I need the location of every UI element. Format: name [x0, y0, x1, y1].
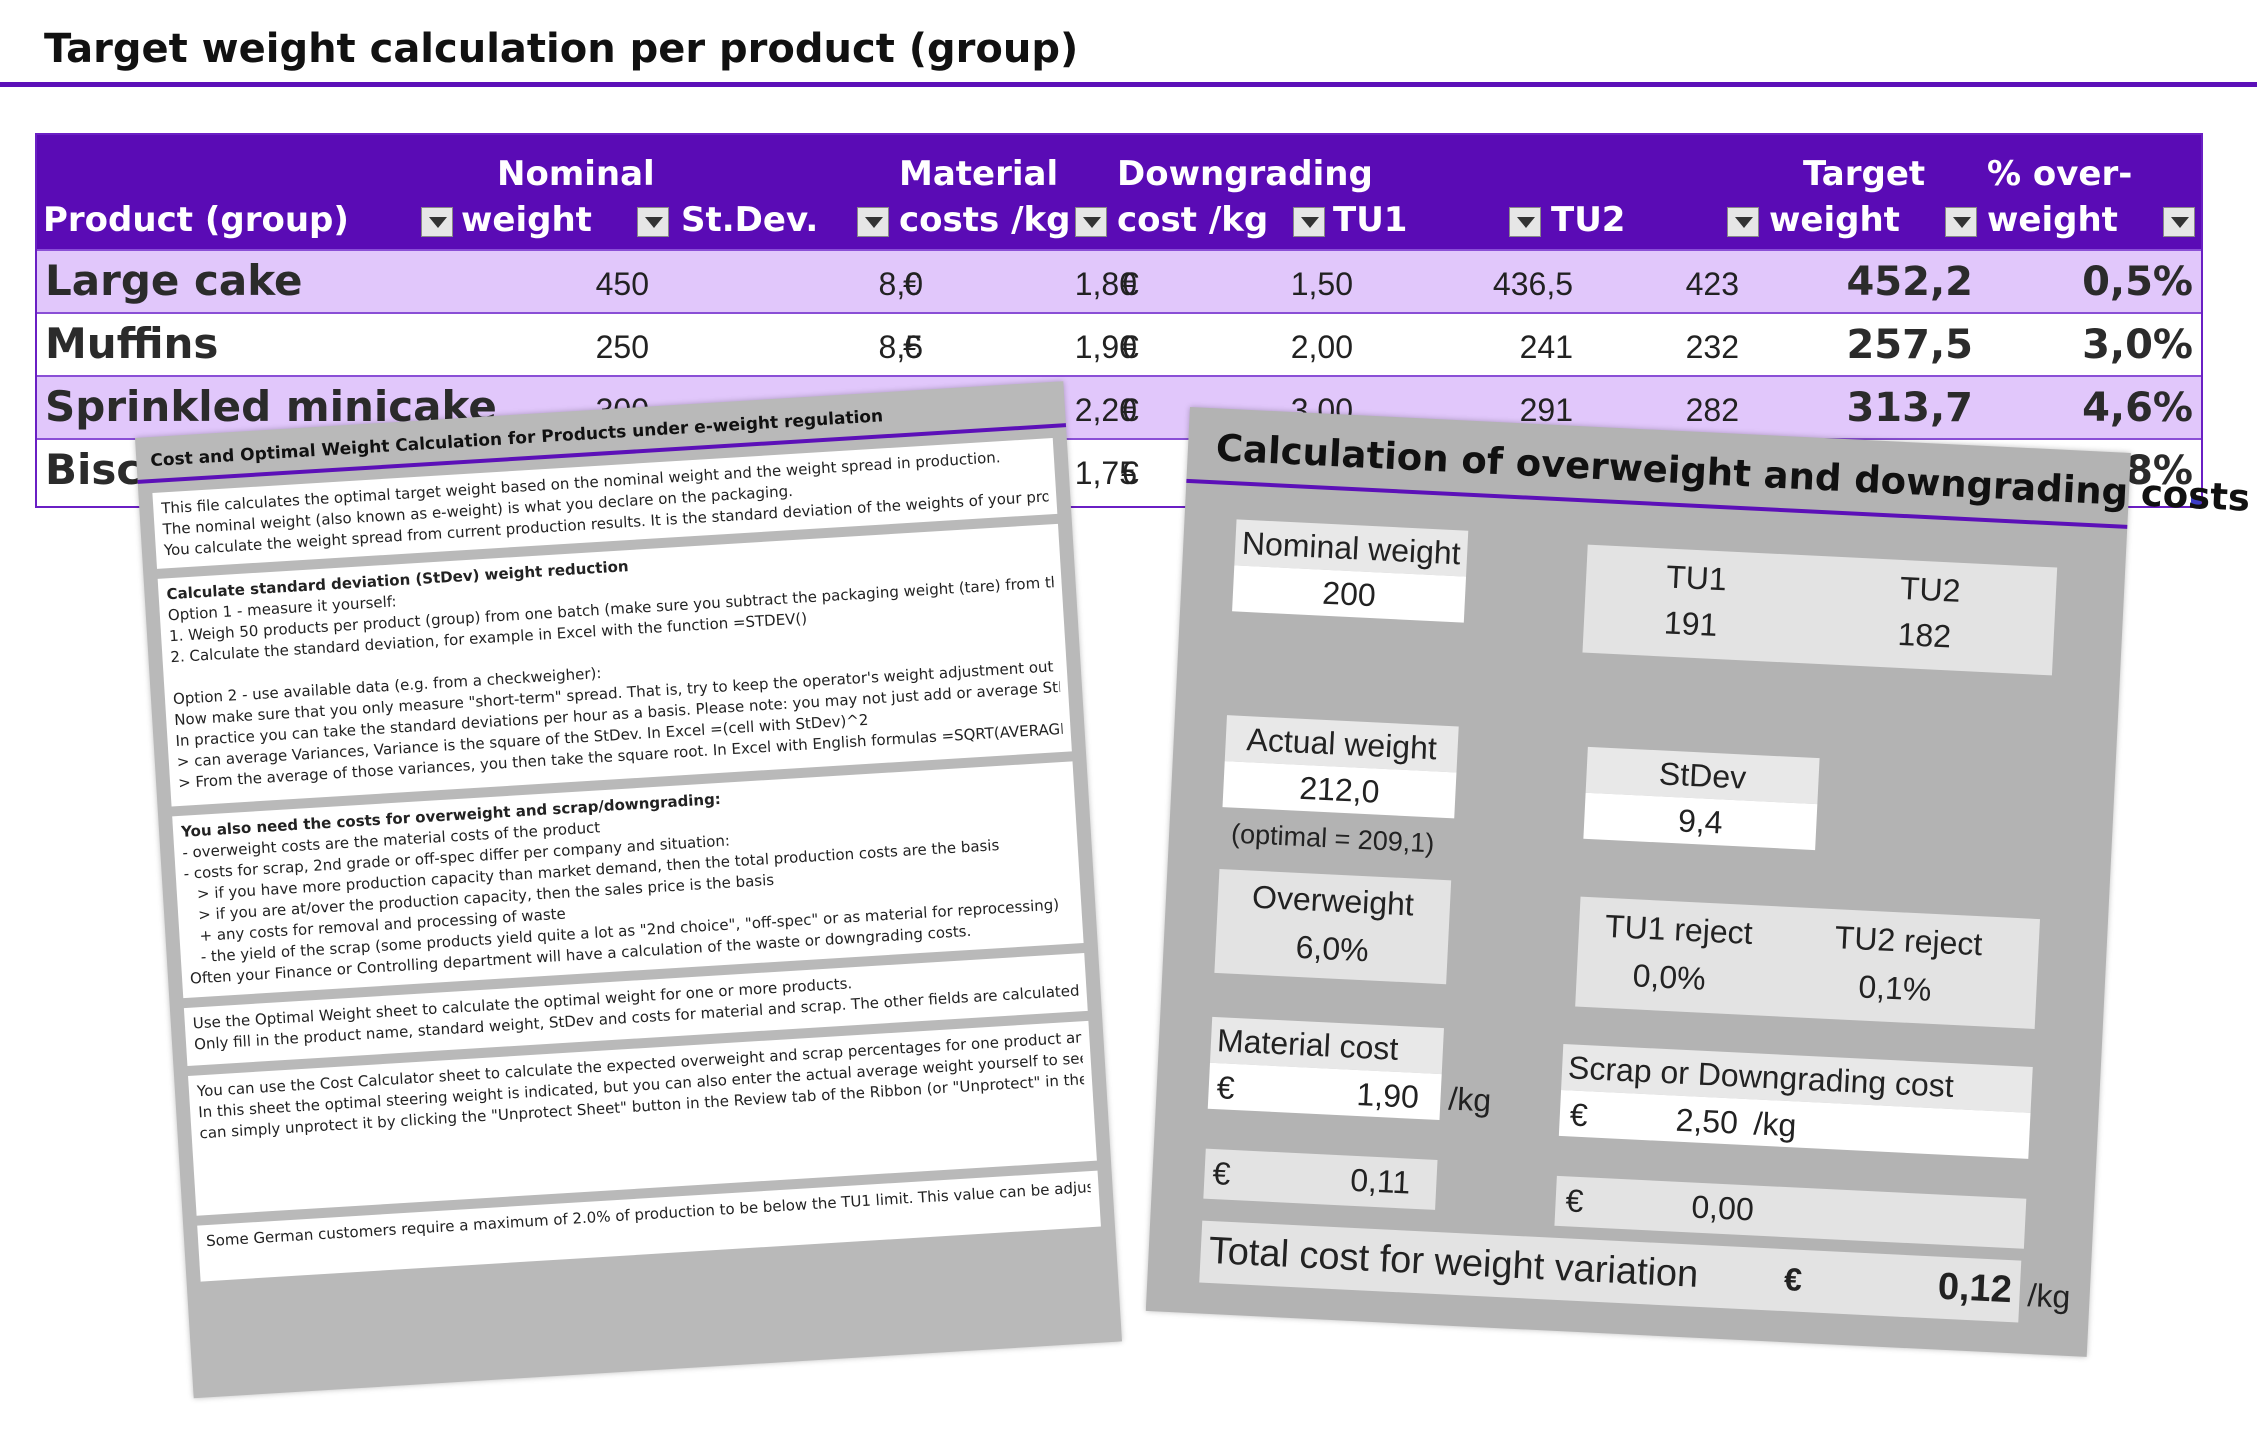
header-tu1: TU1: [1333, 200, 1408, 240]
total-cost-unit: /kg: [2026, 1276, 2072, 1316]
cell-overweight[interactable]: 0,5%: [2082, 259, 2193, 305]
cell-tu1[interactable]: 241: [1519, 329, 1573, 365]
cell-nominal[interactable]: 250: [595, 329, 649, 365]
scrap-cost-unit: /kg: [1752, 1105, 1798, 1144]
header-downgrading: Downgrading cost /kg: [1117, 154, 1373, 240]
target-weight-table: Product (group) Nominal weight St.Dev. Ma…: [35, 133, 2203, 508]
filter-nominal-button[interactable]: [637, 207, 669, 237]
cell-overweight[interactable]: 4,6%: [2082, 385, 2193, 431]
cell-material-currency: €: [903, 266, 921, 302]
filter-material-button[interactable]: [1075, 207, 1107, 237]
cell-tu2[interactable]: 232: [1685, 329, 1739, 365]
header-overweight: % over-weight: [1987, 154, 2133, 240]
tu2-label: TU2: [1899, 569, 1962, 609]
filter-downgrading-button[interactable]: [1293, 207, 1325, 237]
scrap-cost-currency: €: [1569, 1096, 1589, 1134]
tu2-value: 182: [1896, 615, 1952, 655]
cell-target[interactable]: 313,7: [1846, 385, 1973, 431]
header-stdev: St.Dev.: [681, 200, 819, 240]
cell-downgrading[interactable]: 2,00: [1290, 329, 1353, 365]
cell-tu1[interactable]: 436,5: [1492, 266, 1573, 302]
cell-product[interactable]: Muffins: [45, 319, 219, 368]
material-cost-currency: €: [1215, 1069, 1236, 1106]
tu2-reject-value: 0,1%: [1857, 968, 1933, 1008]
overweight-cost-currency: €: [1211, 1155, 1232, 1192]
material-cost-value: 1,90: [1355, 1075, 1420, 1115]
material-cost-unit: /kg: [1447, 1080, 1493, 1119]
cell-target[interactable]: 257,5: [1846, 322, 1973, 368]
table-row: Sprinkled minicake 300 12,0 € 2,20 € 3,0…: [37, 375, 2201, 438]
header-target: Target weight: [1769, 154, 1926, 240]
page-title: Target weight calculation per product (g…: [44, 26, 1079, 72]
scrap-cost-result-panel: [1554, 1175, 2027, 1249]
header-nominal: Nominal weight: [461, 154, 655, 240]
filter-target-button[interactable]: [1945, 207, 1977, 237]
table-resize-handle[interactable]: [2191, 496, 2201, 506]
cell-material[interactable]: 1,90: [1074, 329, 1137, 365]
header-material: Material costs /kg: [899, 154, 1071, 240]
stdev-box: Calculate standard deviation (StDev) wei…: [157, 523, 1072, 807]
tu1-value: 191: [1663, 604, 1719, 644]
scrap-cost-result-currency: €: [1564, 1182, 1585, 1220]
scrap-cost-result-value: 0,00: [1690, 1188, 1755, 1228]
cell-downgrading[interactable]: 1,50: [1290, 266, 1353, 302]
overweight-value: 6,0%: [1294, 928, 1370, 969]
filter-product-button[interactable]: [421, 207, 453, 237]
total-cost-value: 0,12: [1936, 1265, 2013, 1312]
tu1-reject-label: TU1 reject: [1604, 907, 1754, 952]
cell-tu1[interactable]: 291: [1519, 392, 1573, 428]
overweight-label: Overweight: [1251, 878, 1415, 923]
table-row: Large cake 450 8,0 € 1,80 € 1,50 436,5 4…: [37, 249, 2201, 312]
table-row: Muffins 250 8,5 € 1,90 € 2,00 241 232 25…: [37, 312, 2201, 375]
tu-panel: [1582, 544, 2058, 676]
cell-material-currency: €: [903, 329, 921, 365]
total-cost-currency: €: [1783, 1261, 1803, 1298]
cell-stdev[interactable]: 8,0: [878, 266, 923, 302]
overweight-cost-value: 0,11: [1349, 1161, 1412, 1201]
filter-stdev-button[interactable]: [857, 207, 889, 237]
scrap-cost-value: 2,50: [1674, 1101, 1739, 1141]
filter-overweight-button[interactable]: [2163, 207, 2195, 237]
cell-product[interactable]: Large cake: [45, 256, 303, 305]
title-divider: [0, 82, 2257, 87]
tu1-reject-value: 0,0%: [1631, 957, 1707, 997]
cell-downgrading-currency: €: [1121, 266, 1139, 302]
cell-downgrading-currency: €: [1121, 455, 1139, 491]
cell-overweight[interactable]: 3,0%: [2082, 322, 2193, 368]
cell-nominal[interactable]: 450: [595, 266, 649, 302]
cell-tu2[interactable]: 282: [1685, 392, 1739, 428]
optimal-weight-note: (optimal = 209,1): [1230, 818, 1436, 859]
cell-tu2[interactable]: 423: [1685, 266, 1739, 302]
calc-sheet: Calculation of overweight and downgradin…: [1145, 407, 2251, 1357]
filter-tu2-button[interactable]: [1727, 207, 1759, 237]
filter-tu1-button[interactable]: [1509, 207, 1541, 237]
cell-material[interactable]: 1,80: [1074, 266, 1137, 302]
cell-stdev[interactable]: 8,5: [878, 329, 923, 365]
cell-material[interactable]: 1,75: [1074, 455, 1137, 491]
info-sheet: Cost and Optimal Weight Calculation for …: [135, 381, 1122, 1399]
cell-material[interactable]: 2,20: [1074, 392, 1137, 428]
cell-downgrading-currency: €: [1121, 329, 1139, 365]
cell-downgrading-currency: €: [1121, 392, 1139, 428]
header-product: Product (group): [43, 200, 349, 240]
header-tu2: TU2: [1551, 200, 1626, 240]
table-header: Product (group) Nominal weight St.Dev. Ma…: [37, 135, 2201, 249]
cell-target[interactable]: 452,2: [1846, 259, 1973, 305]
tu2-reject-label: TU2 reject: [1833, 919, 1984, 963]
tu1-label: TU1: [1665, 558, 1728, 598]
